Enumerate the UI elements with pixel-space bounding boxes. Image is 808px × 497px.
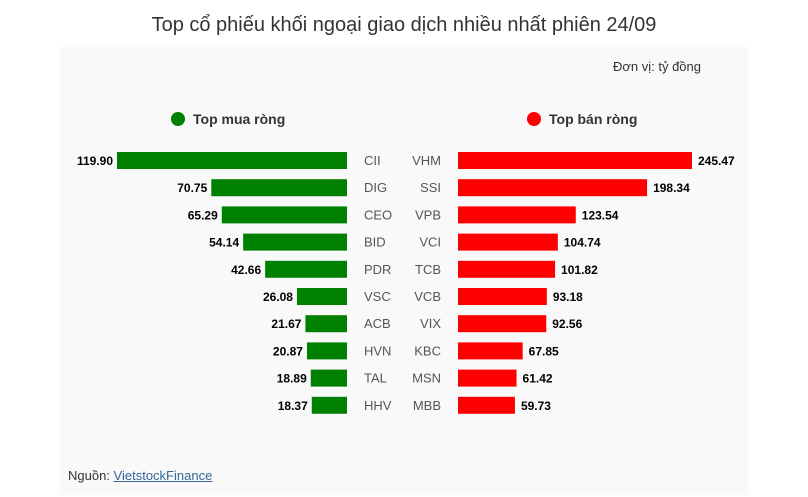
buy-ticker-label: CEO <box>364 207 392 222</box>
sell-bar <box>458 233 558 251</box>
sell-ticker-label: VPB <box>415 207 441 222</box>
buy-value-label: 65.29 <box>188 208 218 222</box>
buy-ticker-label: CII <box>364 153 381 168</box>
chart-title: Top cổ phiếu khối ngoại giao dịch nhiều … <box>151 14 657 36</box>
buy-value-label: 119.90 <box>77 154 113 168</box>
buy-value-label: 21.67 <box>271 317 301 331</box>
buy-bar <box>221 206 347 224</box>
buy-value-label: 42.66 <box>231 263 261 277</box>
sell-bar <box>458 260 556 278</box>
buy-ticker-label: HVN <box>364 343 391 358</box>
sell-ticker-label: KBC <box>414 343 441 358</box>
buy-value-label: 70.75 <box>177 181 207 195</box>
sell-bar <box>458 342 523 360</box>
legend-buy-label: Top mua ròng <box>193 111 285 127</box>
sell-bar <box>458 152 692 169</box>
buy-value-label: 26.08 <box>263 290 293 304</box>
buy-bar <box>265 260 347 278</box>
buy-bar <box>310 369 347 387</box>
buy-bar <box>243 233 347 251</box>
sell-bar <box>458 206 576 224</box>
sell-value-label: 198.34 <box>653 181 690 195</box>
sell-ticker-label: VIX <box>420 316 441 331</box>
sell-ticker-label: VHM <box>412 153 441 168</box>
sell-value-label: 104.74 <box>564 236 601 250</box>
sell-bar <box>458 396 515 414</box>
sell-value-label: 92.56 <box>552 317 582 331</box>
legend-sell-label: Top bán ròng <box>549 111 637 127</box>
buy-ticker-label: ACB <box>364 316 391 331</box>
sell-bar <box>458 315 547 333</box>
buy-ticker-label: HHV <box>364 398 392 413</box>
buy-value-label: 54.14 <box>209 236 239 250</box>
buy-bar <box>117 152 347 169</box>
sell-ticker-label: MSN <box>412 371 441 386</box>
sell-ticker-label: VCI <box>419 235 441 250</box>
sell-bar <box>458 179 648 197</box>
sell-value-label: 245.47 <box>698 154 735 168</box>
sell-ticker-label: TCB <box>415 262 441 277</box>
sell-bar <box>458 369 517 387</box>
buy-bar <box>305 315 347 333</box>
source-link[interactable]: VietstockFinance <box>113 468 213 483</box>
sell-value-label: 61.42 <box>523 372 553 386</box>
sell-ticker-label: VCB <box>414 289 441 304</box>
buy-bar <box>306 342 347 360</box>
buy-ticker-label: DIG <box>364 180 387 195</box>
source-note: Nguồn: VietstockFinance <box>68 468 212 483</box>
unit-label: Đơn vị: tỷ đồng <box>612 59 701 74</box>
sell-value-label: 101.82 <box>561 263 598 277</box>
sell-value-label: 67.85 <box>529 344 559 358</box>
buy-value-label: 20.87 <box>273 344 303 358</box>
legend-buy-marker <box>171 112 185 126</box>
buy-bar <box>311 396 347 414</box>
sell-value-label: 59.73 <box>521 399 551 413</box>
buy-ticker-label: VSC <box>364 289 391 304</box>
buy-value-label: 18.37 <box>278 399 308 413</box>
buy-bar <box>296 288 347 305</box>
buy-ticker-label: BID <box>364 235 386 250</box>
buy-ticker-label: PDR <box>364 262 391 277</box>
sell-value-label: 93.18 <box>553 290 583 304</box>
source-prefix: Nguồn: <box>68 468 114 483</box>
buy-value-label: 18.89 <box>277 372 307 386</box>
sell-ticker-label: SSI <box>420 180 441 195</box>
buy-ticker-label: TAL <box>364 371 387 386</box>
sell-ticker-label: MBB <box>413 398 441 413</box>
sell-bar <box>458 288 547 305</box>
legend-sell-marker <box>527 112 541 126</box>
sell-value-label: 123.54 <box>582 208 619 222</box>
buy-bar <box>211 179 347 197</box>
